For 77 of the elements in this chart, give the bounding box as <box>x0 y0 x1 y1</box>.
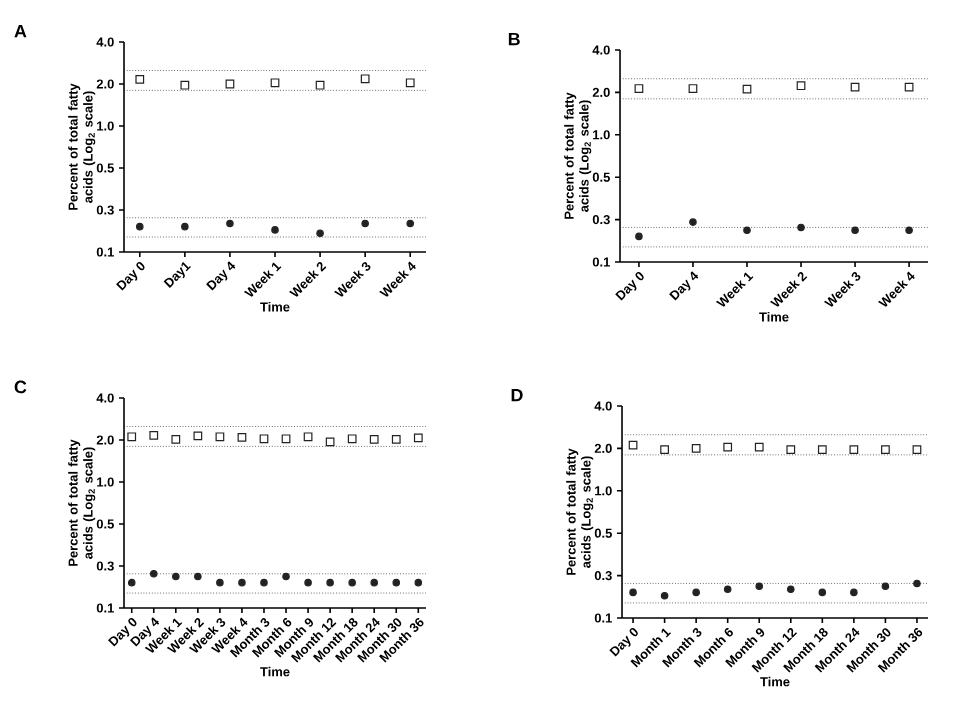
point <box>370 578 378 587</box>
point <box>797 223 805 232</box>
point <box>369 435 379 444</box>
point <box>849 445 859 455</box>
point <box>634 84 644 93</box>
point <box>691 444 701 453</box>
point <box>692 588 700 597</box>
point <box>135 74 145 84</box>
point <box>754 442 764 452</box>
point <box>414 578 423 587</box>
point <box>315 80 325 90</box>
point <box>361 219 369 228</box>
point <box>270 78 280 88</box>
point <box>392 578 401 587</box>
point <box>660 591 669 600</box>
point <box>136 222 144 231</box>
point <box>850 588 858 597</box>
point <box>742 84 752 94</box>
point <box>325 437 335 447</box>
point <box>149 430 159 440</box>
point <box>786 585 795 594</box>
point <box>405 78 415 88</box>
point <box>881 445 890 455</box>
point <box>180 80 190 90</box>
point <box>406 219 415 228</box>
point <box>171 435 181 444</box>
point <box>226 219 234 228</box>
point <box>913 579 921 588</box>
point <box>127 578 136 587</box>
point <box>181 222 189 231</box>
point <box>347 434 357 444</box>
point <box>215 432 225 442</box>
point <box>260 578 268 587</box>
point <box>850 82 860 92</box>
point <box>326 578 334 587</box>
point <box>172 572 180 581</box>
point <box>688 84 698 93</box>
point <box>316 229 324 238</box>
point <box>743 226 751 235</box>
point <box>796 81 806 91</box>
point <box>755 582 764 591</box>
point <box>281 434 291 444</box>
point <box>193 431 203 441</box>
point <box>904 82 914 92</box>
point <box>786 445 796 455</box>
point <box>271 226 279 234</box>
point <box>149 569 158 578</box>
point <box>628 440 638 450</box>
point <box>304 578 312 587</box>
point <box>851 226 859 235</box>
point <box>360 74 370 84</box>
point <box>413 433 423 443</box>
point <box>238 578 246 587</box>
point <box>723 585 732 594</box>
point <box>660 445 669 455</box>
point <box>237 432 247 442</box>
point <box>194 572 202 581</box>
chart-title: C <box>14 380 27 394</box>
point <box>391 435 401 444</box>
point <box>818 588 827 597</box>
chart-title: A <box>14 24 27 38</box>
point <box>881 582 890 591</box>
point <box>723 442 733 452</box>
point <box>303 432 313 442</box>
chart-title: B <box>508 32 520 46</box>
point <box>905 226 913 235</box>
point <box>259 434 269 444</box>
point <box>635 232 643 241</box>
point <box>282 572 290 581</box>
point <box>817 445 827 455</box>
chart-title: D <box>511 388 523 402</box>
point <box>127 432 137 442</box>
point <box>348 578 356 587</box>
point <box>629 588 637 597</box>
point <box>689 218 697 226</box>
point <box>912 445 922 455</box>
point <box>216 578 224 587</box>
